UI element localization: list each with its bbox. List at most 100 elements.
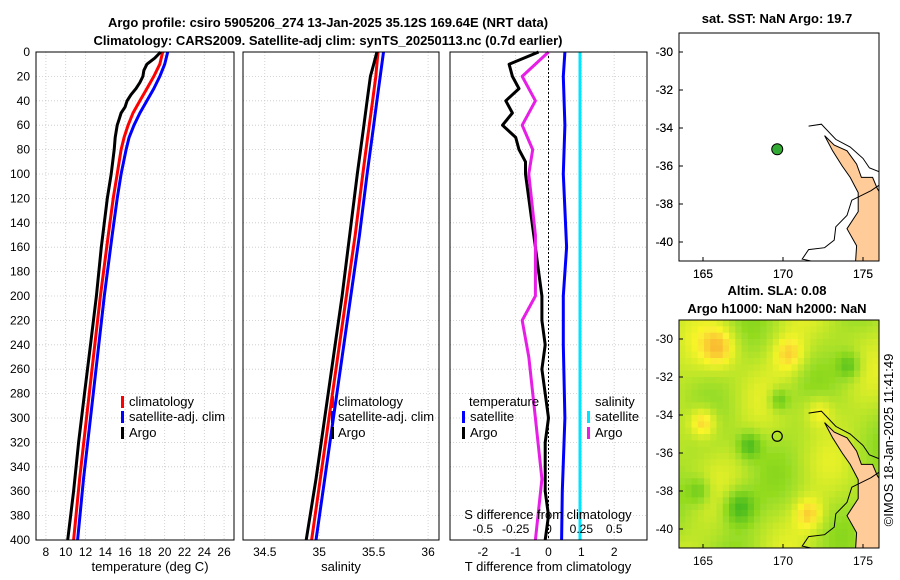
heatmap-cell: [822, 396, 830, 403]
heatmap-cell: [741, 358, 749, 365]
heatmap-cell: [747, 364, 755, 372]
heatmap-cell: [854, 320, 861, 327]
heatmap-cell: [804, 510, 811, 517]
heatmap-cell: [722, 396, 730, 403]
heatmap-cell: [822, 377, 830, 384]
heatmap-cell: [716, 491, 724, 498]
heatmap-cell: [785, 370, 793, 378]
heatmap-cell: [829, 440, 836, 448]
heatmap-cell: [685, 383, 693, 391]
heatmap-cell: [729, 396, 736, 403]
heatmap-cell: [685, 472, 693, 479]
heatmap-cell: [866, 421, 874, 429]
heatmap-cell: [854, 427, 861, 435]
heatmap-cell: [804, 320, 811, 327]
heatmap-cell: [704, 339, 711, 346]
heatmap-cell: [766, 497, 774, 505]
heatmap-cell: [841, 364, 849, 372]
series-climatology: [72, 51, 165, 541]
heatmap-cell: [804, 522, 811, 530]
heatmap-cell: [766, 465, 774, 473]
heatmap-cell: [841, 491, 849, 498]
heatmap-cell: [797, 383, 805, 391]
heatmap-cell: [841, 326, 849, 334]
heatmap-cell: [779, 446, 786, 454]
heatmap-cell: [772, 453, 780, 460]
x-tick-label: 170: [773, 267, 793, 281]
heatmap-cell: [747, 332, 755, 340]
legend-title-temperature: temperature: [469, 394, 539, 409]
heatmap-cell: [729, 497, 736, 505]
heatmap-cell: [835, 529, 843, 536]
heatmap-cell: [735, 364, 743, 372]
heatmap-cell: [679, 370, 686, 378]
heatmap-cell: [754, 491, 761, 498]
heatmap-cell: [722, 484, 730, 492]
legend-swatch-argo: [121, 427, 124, 439]
heatmap-cell: [866, 377, 874, 384]
heatmap-cell: [835, 427, 843, 435]
heatmap-cell: [841, 358, 849, 365]
y-tick-label: 0: [23, 45, 30, 59]
series-climatology: [310, 51, 380, 541]
heatmap-cell: [704, 535, 711, 543]
series-argo: [304, 51, 379, 541]
heatmap-cell: [722, 503, 730, 511]
heatmap-cell: [791, 351, 799, 359]
heatmap-cell: [816, 427, 824, 435]
heatmap-cell: [854, 446, 861, 454]
heatmap-cell: [716, 446, 724, 454]
heatmap-cell: [785, 332, 793, 340]
heatmap-cell: [716, 535, 724, 543]
heatmap-cell: [735, 446, 743, 454]
y-tick-label: 100: [10, 167, 30, 181]
heatmap-cell: [735, 497, 743, 505]
x-tick-label: 16: [118, 545, 132, 559]
heatmap-cell: [791, 358, 799, 365]
heatmap-cell: [754, 478, 761, 486]
heatmap-cell: [829, 503, 836, 511]
heatmap-cell: [679, 415, 686, 422]
heatmap-cell: [691, 503, 699, 511]
heatmap-cell: [716, 326, 724, 334]
heatmap-cell: [722, 345, 730, 353]
heatmap-cell: [779, 484, 786, 492]
heatmap-cell: [747, 339, 755, 346]
x-tick-label: 12: [79, 545, 93, 559]
heatmap-cell: [791, 402, 799, 410]
heatmap-cell: [816, 421, 824, 429]
y-tick-label: -32: [656, 83, 674, 97]
heatmap-cell: [735, 345, 743, 353]
x-tick-label: 165: [693, 267, 713, 281]
heatmap-cell: [866, 427, 874, 435]
heatmap-cell: [747, 370, 755, 378]
heatmap-cell: [841, 370, 849, 378]
heatmap-cell: [860, 383, 868, 391]
y-tick-label: 200: [10, 289, 30, 303]
heatmap-cell: [697, 478, 705, 486]
heatmap-cell: [829, 408, 836, 416]
heatmap-cell: [866, 434, 874, 441]
heatmap-cell: [810, 421, 818, 429]
heatmap-cell: [679, 389, 686, 397]
heatmap-cell: [785, 383, 793, 391]
heatmap-cell: [691, 541, 699, 548]
heatmap-cell: [779, 459, 786, 467]
heatmap-cell: [772, 440, 780, 448]
heatmap-cell: [691, 370, 699, 378]
heatmap-cell: [829, 351, 836, 359]
heatmap-cell: [735, 427, 743, 435]
heatmap-cell: [791, 440, 799, 448]
heatmap-cell: [710, 377, 718, 384]
heatmap-cell: [816, 440, 824, 448]
heatmap-cell: [822, 351, 830, 359]
heatmap-cell: [710, 446, 718, 454]
heatmap-cell: [685, 434, 693, 441]
heatmap-cell: [679, 377, 686, 384]
heatmap-cell: [847, 377, 855, 384]
heatmap-cell: [804, 529, 811, 536]
heatmap-cell: [747, 459, 755, 467]
heatmap-cell: [854, 332, 861, 340]
heatmap-cell: [741, 478, 749, 486]
